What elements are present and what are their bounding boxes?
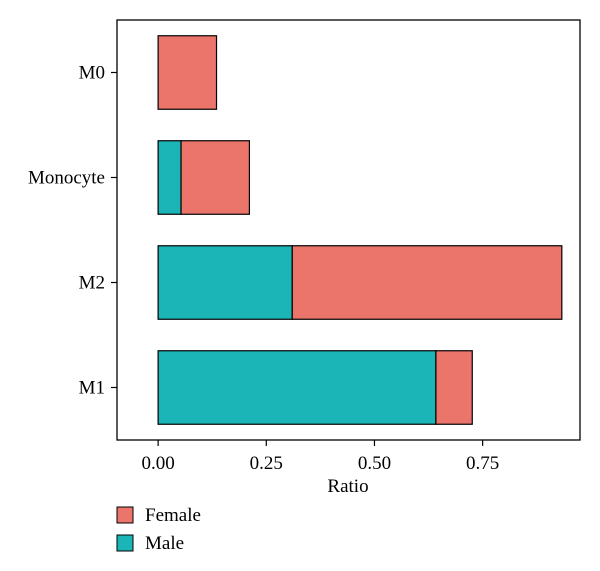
y-axis: M0 Monocyte M2 M1 — [28, 63, 117, 399]
y-tick-label: M2 — [79, 273, 105, 294]
x-tick-label: 0.25 — [250, 453, 283, 474]
x-axis: 0.00 0.25 0.50 0.75 — [141, 440, 499, 474]
y-tick-label: M1 — [79, 378, 105, 399]
bar-m1-female — [435, 350, 473, 425]
bar-monocyte-male — [157, 140, 182, 215]
y-tick-label: M0 — [79, 63, 105, 84]
legend-swatch-female — [116, 506, 134, 524]
legend-label-male: Male — [145, 533, 184, 554]
bar-m1-male — [157, 350, 437, 425]
x-tick-label: 0.75 — [466, 453, 499, 474]
bar-m2-male — [157, 245, 293, 320]
bars-group — [157, 35, 563, 425]
legend-label-female: Female — [145, 505, 201, 526]
x-tick-label: 0.50 — [358, 453, 391, 474]
bar-monocyte-female — [180, 140, 251, 215]
y-tick-label: Monocyte — [28, 168, 105, 189]
legend-swatch-male — [116, 534, 134, 552]
x-tick-label: 0.00 — [141, 453, 174, 474]
bar-m0-female — [157, 35, 218, 110]
plot-frame — [116, 19, 581, 441]
legend: Female Male — [116, 505, 201, 554]
bar-m2-female — [291, 245, 563, 320]
x-axis-title: Ratio — [327, 476, 368, 497]
